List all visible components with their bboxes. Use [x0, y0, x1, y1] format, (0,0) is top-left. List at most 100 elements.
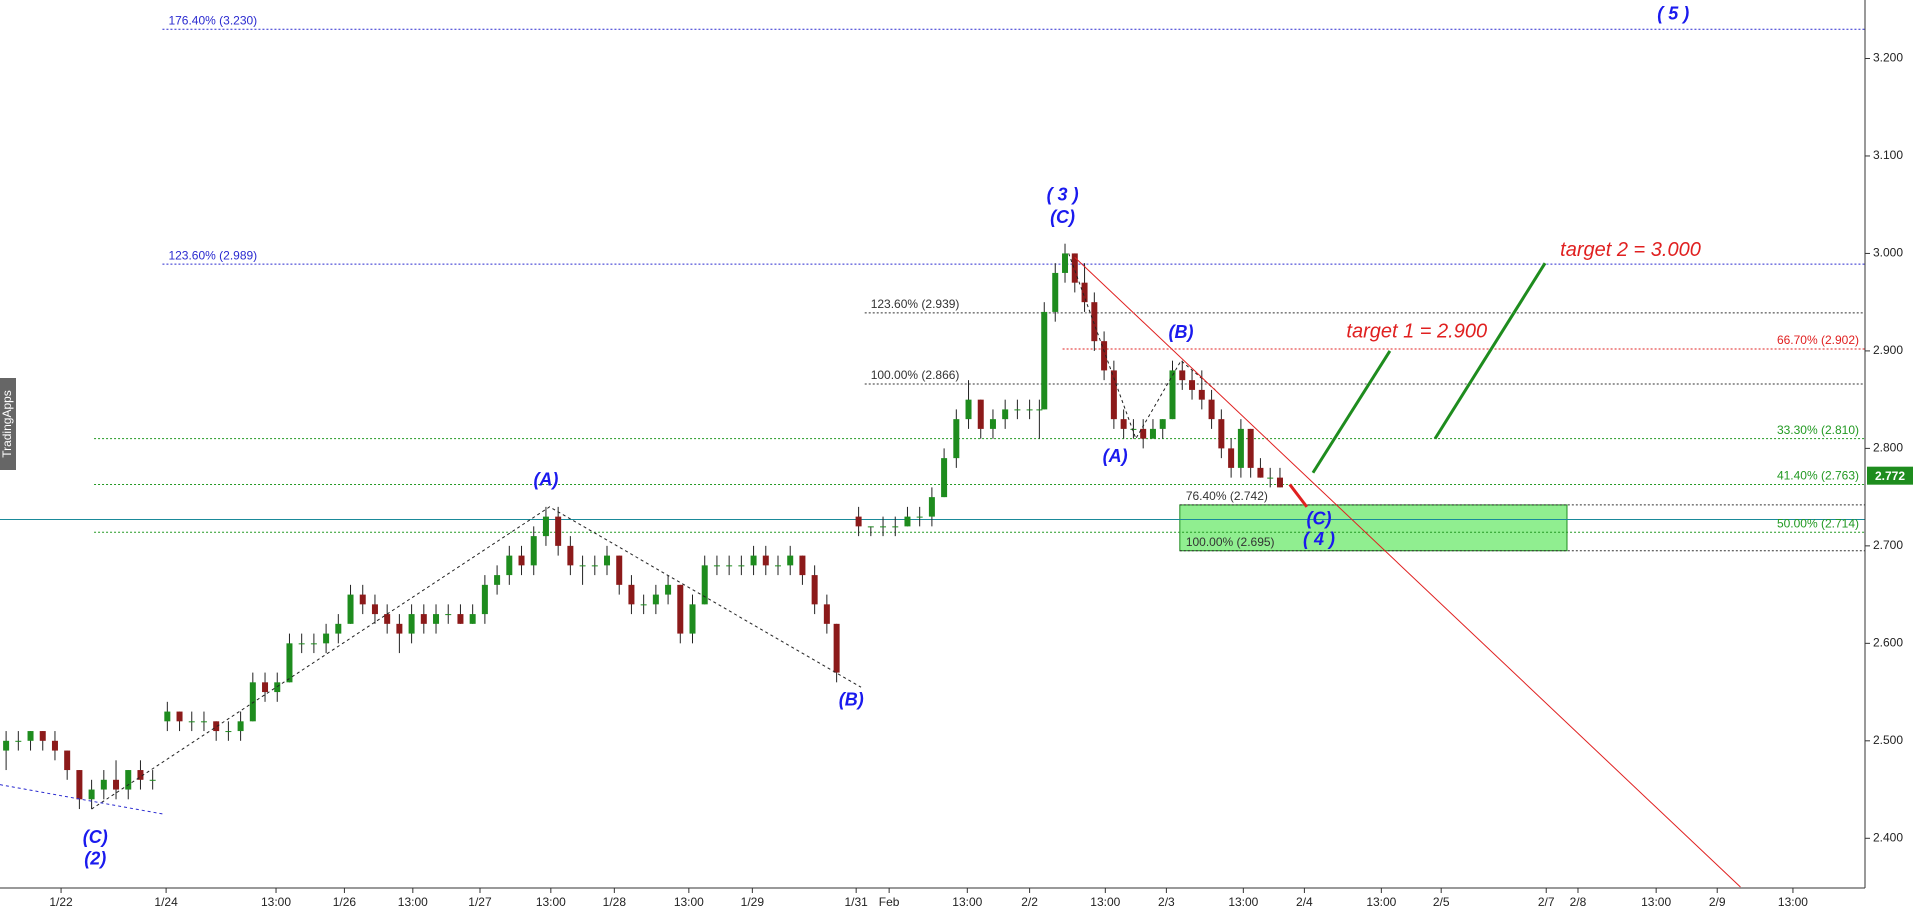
candle-body — [1267, 477, 1274, 479]
candle-body — [1002, 409, 1009, 420]
target-zone — [1179, 504, 1568, 552]
candle-body — [39, 731, 46, 741]
x-tick-label: 13:00 — [1228, 895, 1258, 909]
candle-body — [665, 584, 672, 595]
candle-body — [953, 419, 960, 459]
candle-body — [76, 770, 83, 800]
candle-body — [274, 682, 281, 693]
x-tick-label: 13:00 — [1641, 895, 1671, 909]
trend-line — [91, 506, 862, 810]
x-tick-label: 1/27 — [468, 895, 492, 909]
candle-body — [530, 536, 537, 566]
wave-label: ( 5 ) — [1657, 3, 1689, 23]
y-tick-label: 2.900 — [1873, 343, 1903, 357]
candle-body — [1062, 253, 1069, 273]
x-tick-label: 13:00 — [1778, 895, 1808, 909]
candle-body — [88, 789, 95, 800]
y-tick-label: 2.600 — [1873, 636, 1903, 650]
candle-body — [15, 740, 22, 742]
candle-body — [1026, 409, 1033, 411]
watermark-tab — [0, 378, 16, 470]
candle-body — [762, 555, 769, 566]
y-tick-label: 2.400 — [1873, 830, 1903, 844]
candle-body — [1081, 282, 1088, 303]
trend-line — [1074, 256, 1741, 888]
x-tick-label: 13:00 — [1366, 895, 1396, 909]
x-tick-label: 2/8 — [1570, 895, 1587, 909]
candle-body — [262, 682, 269, 693]
candle-body — [1149, 428, 1156, 439]
candle-body — [396, 623, 403, 634]
candle-body — [1179, 370, 1186, 381]
trend-line — [1433, 262, 1547, 440]
wave-label: (A) — [533, 469, 558, 489]
candle-body — [1091, 302, 1098, 342]
candle-body — [113, 779, 120, 790]
wave-label: ( 4 ) — [1303, 529, 1335, 549]
candle-body — [989, 419, 996, 429]
candle-body — [977, 399, 984, 429]
candle-body — [689, 604, 696, 634]
candle-body — [1036, 409, 1043, 411]
candle-body — [420, 614, 427, 624]
candle-body — [310, 643, 317, 645]
candle-body — [469, 614, 476, 624]
candle-body — [1247, 428, 1254, 468]
candle-body — [1120, 419, 1127, 429]
x-tick-label: 2/5 — [1433, 895, 1450, 909]
candle-body — [823, 604, 830, 624]
fib-label: 66.70% (2.902) — [1777, 333, 1859, 347]
wave-label: (B) — [1169, 322, 1194, 342]
x-tick-label: 1/24 — [154, 895, 178, 909]
candle-body — [799, 555, 806, 576]
candle-body — [965, 399, 972, 420]
fib-label: 50.00% (2.714) — [1777, 516, 1859, 530]
wave-label: (B) — [839, 690, 864, 710]
candle-body — [1237, 428, 1244, 468]
candle-body — [542, 516, 549, 537]
candle-body — [137, 770, 144, 780]
candle-body — [904, 516, 911, 527]
trend-line — [1068, 253, 1216, 440]
wave-label: ( 3 ) — [1047, 185, 1079, 205]
x-tick-label: 2/2 — [1021, 895, 1038, 909]
candle-body — [916, 516, 923, 518]
x-tick-label: 13:00 — [674, 895, 704, 909]
x-tick-label: 13:00 — [952, 895, 982, 909]
y-tick-label: 3.000 — [1873, 246, 1903, 260]
fib-label: 100.00% (2.866) — [871, 368, 960, 382]
candle-body — [555, 516, 562, 546]
candle-body — [640, 604, 647, 606]
candle-body — [371, 604, 378, 615]
candle-body — [1101, 341, 1108, 371]
candle-body — [1198, 389, 1205, 400]
fib-label: 100.00% (2.695) — [1186, 535, 1275, 549]
candle-body — [445, 614, 452, 616]
wave-label: (C) — [1307, 508, 1332, 528]
candle-body — [713, 565, 720, 567]
candle-body — [833, 623, 840, 673]
candle-body — [1110, 370, 1117, 420]
candle-body — [164, 711, 171, 722]
x-tick-label: 13:00 — [536, 895, 566, 909]
candle-body — [892, 526, 899, 528]
candle-body — [213, 721, 220, 732]
wave-label: (C) — [83, 827, 108, 847]
y-tick-label: 3.100 — [1873, 148, 1903, 162]
x-tick-label: 1/22 — [49, 895, 73, 909]
fib-label: 76.40% (2.742) — [1186, 489, 1268, 503]
x-tick-label: 1/31 — [844, 895, 868, 909]
x-tick-label: 2/3 — [1158, 895, 1175, 909]
candle-body — [1218, 419, 1225, 449]
candle-body — [457, 614, 464, 624]
y-tick-label: 2.500 — [1873, 733, 1903, 747]
candle-body — [3, 740, 10, 751]
candle-body — [481, 584, 488, 615]
candle-body — [880, 526, 887, 528]
fib-label: 123.60% (2.989) — [168, 248, 257, 262]
x-tick-label: 1/26 — [333, 895, 357, 909]
plot-area: 176.40% (3.230) 123.60% (2.989) 123.60% (2… — [0, 3, 1865, 888]
candle-body — [506, 555, 513, 576]
candle-body — [408, 614, 415, 634]
last-price-label: 2.772 — [1875, 469, 1905, 483]
